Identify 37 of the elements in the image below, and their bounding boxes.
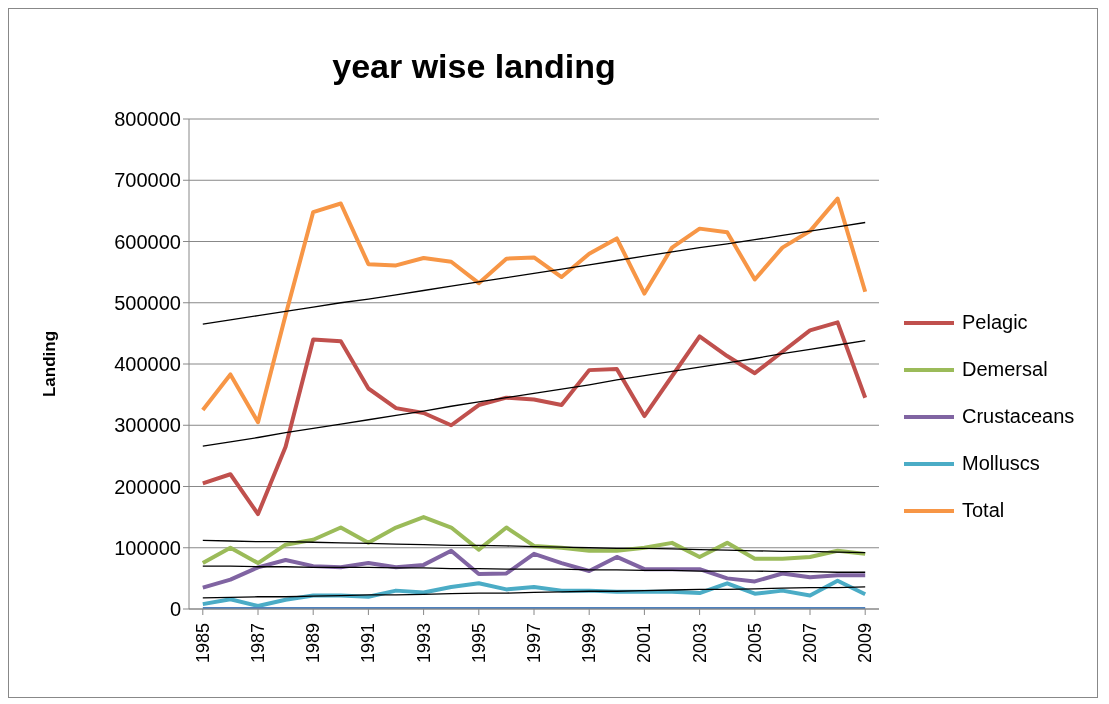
line-series [200,548,868,590]
x-tick-label: 1993 [413,623,434,664]
x-tick-label: 2007 [800,623,820,664]
x-tick-label: 2001 [634,623,655,664]
line-series [202,586,866,599]
x-tick-label: 1987 [248,623,268,664]
y-tick-label: 100000 [114,536,181,559]
line-series [202,340,866,447]
x-tick-label: 1999 [579,623,600,664]
y-tick-label: 200000 [114,475,181,498]
y-axis-title: Landing [40,330,60,398]
x-tick-label: 1985 [192,623,213,664]
line-series [200,196,868,425]
y-tick-label: 400000 [114,353,181,376]
x-tick-label: 1989 [303,623,324,664]
y-tick-label: 800000 [114,108,181,131]
y-tick-label: 300000 [114,414,181,437]
x-tick-label: 2003 [689,623,710,664]
x-tick-label: 2009 [855,623,876,664]
x-tick-label: 1997 [524,623,544,664]
legend-label: Demersal [962,358,1048,381]
x-tick-label: 1991 [358,623,379,664]
line-series [200,320,868,517]
chart-title: year wise landing [331,47,617,86]
line-series [202,565,866,573]
y-tick-label: 600000 [114,230,181,253]
y-tick-label: 700000 [114,169,181,192]
x-tick-label: 1995 [468,623,489,664]
line-series [202,539,866,554]
legend-label: Crustaceans [962,405,1075,428]
line-series [202,221,866,325]
legend-label: Molluscs [962,452,1040,475]
legend-label: Total [962,499,1005,522]
y-tick-label: 0 [169,598,181,621]
legend-label: Pelagic [962,311,1028,334]
y-tick-label: 500000 [114,291,181,314]
x-tick-label: 2005 [744,623,765,664]
